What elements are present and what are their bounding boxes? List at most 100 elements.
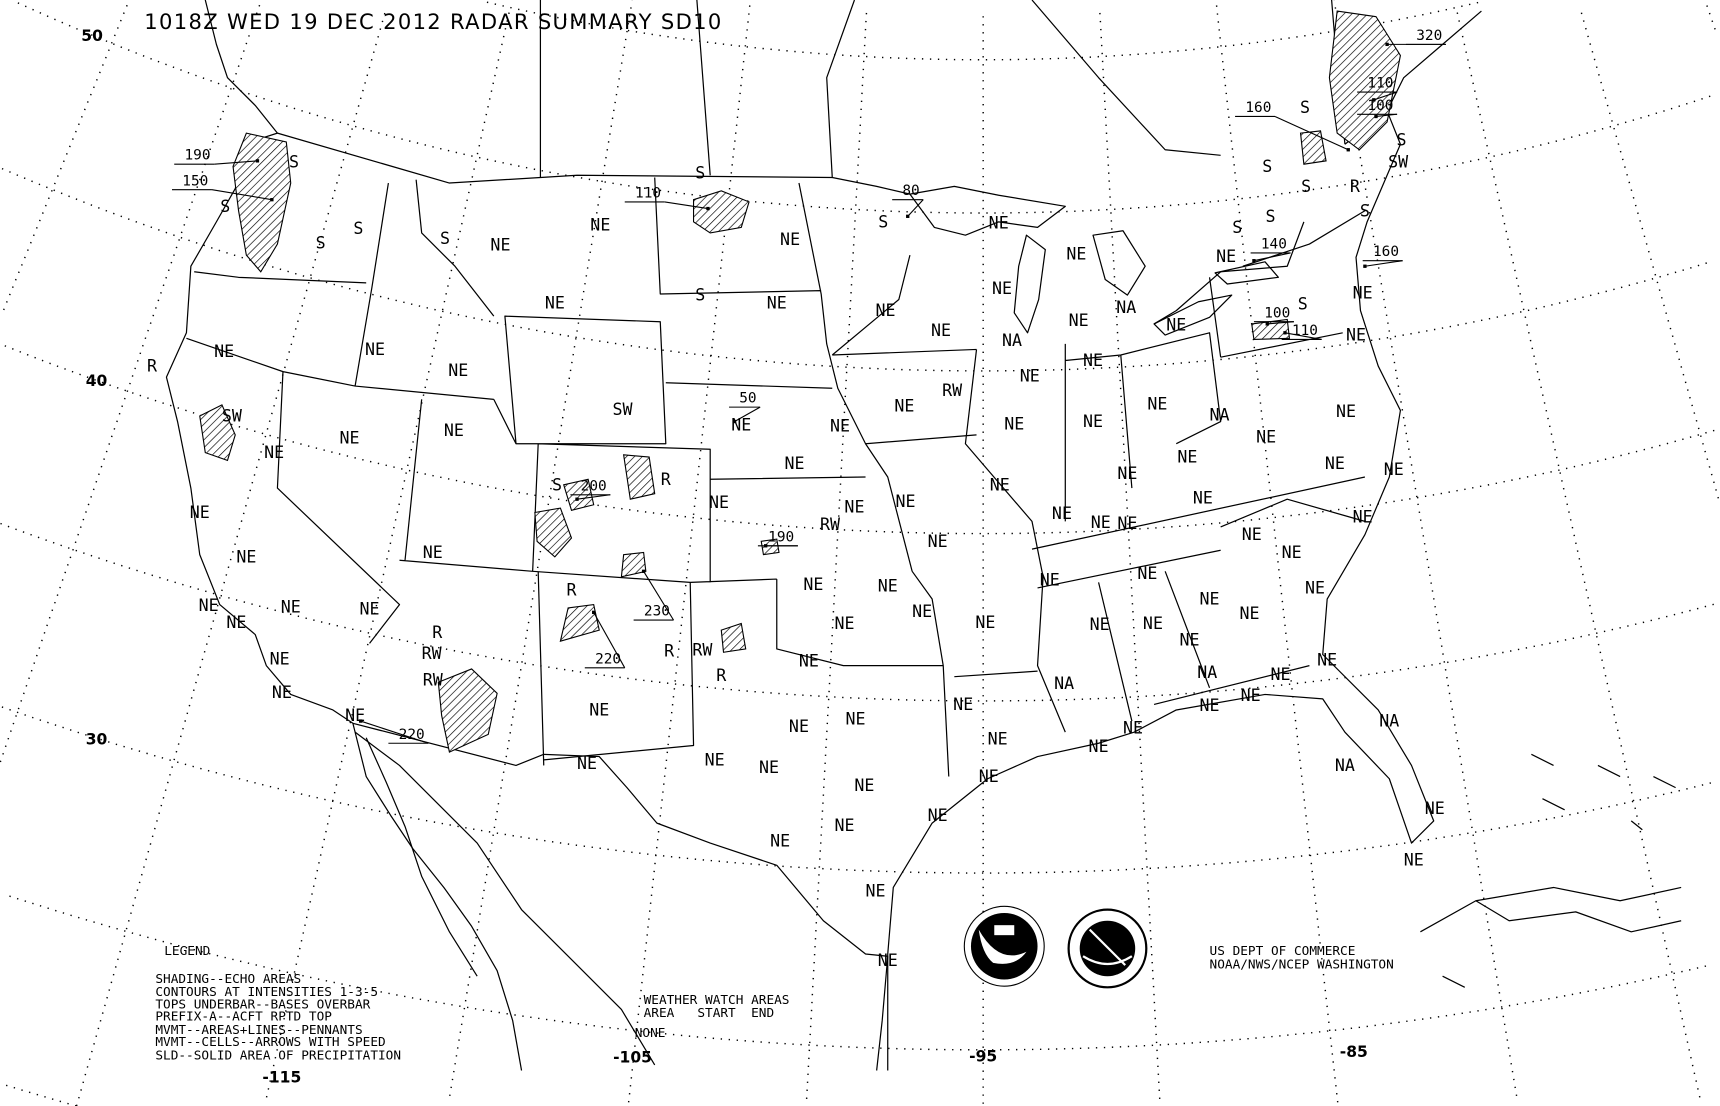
precip-code-ne: NE bbox=[423, 543, 443, 562]
echo-top-label: 100 bbox=[1264, 305, 1290, 321]
lat-label-40: 40 bbox=[86, 372, 108, 390]
precip-code-s: S bbox=[695, 164, 705, 183]
precip-code-s: S bbox=[1301, 177, 1311, 196]
cuba bbox=[1420, 886, 1682, 933]
precip-code-ne: NE bbox=[1216, 247, 1236, 266]
echo-top-leader bbox=[1373, 91, 1398, 101]
echo-top-leader bbox=[1284, 332, 1322, 341]
precip-code-r: R bbox=[147, 357, 158, 376]
precip-code-ne: NE bbox=[878, 576, 898, 595]
canada-coast bbox=[204, 0, 278, 134]
precip-code-ne: NE bbox=[264, 443, 284, 462]
precip-code-ne: NE bbox=[1200, 696, 1220, 715]
legend-line: MVMT--AREAS+LINES--PENNANTS bbox=[155, 1023, 362, 1038]
precip-code-ne: NE bbox=[1083, 412, 1103, 431]
precip-code-s: S bbox=[1397, 130, 1407, 149]
us-mexico-border bbox=[352, 722, 888, 957]
meridian-line bbox=[1215, 1, 1339, 1103]
precip-code-ne: NE bbox=[866, 881, 886, 900]
echo-top-leader bbox=[1364, 260, 1403, 267]
precip-code-ne: NE bbox=[834, 816, 854, 835]
echo-top-leader bbox=[1253, 252, 1291, 262]
precip-code-ne: NE bbox=[1305, 578, 1325, 597]
precip-code-ne: NE bbox=[1090, 615, 1110, 634]
precip-code-ne: NE bbox=[1166, 316, 1186, 335]
lon-label-105: -105 bbox=[613, 1049, 652, 1067]
precip-code-s: S bbox=[1262, 157, 1272, 176]
meridian-line bbox=[449, 0, 633, 1097]
precip-code-ne: NE bbox=[928, 806, 948, 825]
echo-top-label: 190 bbox=[185, 148, 211, 164]
precip-code-r: R bbox=[432, 623, 443, 642]
lon-label-85: -85 bbox=[1340, 1043, 1368, 1061]
echo-top-marker bbox=[732, 419, 737, 424]
geography bbox=[165, 0, 1682, 1071]
precip-code-ne: NE bbox=[1117, 464, 1137, 483]
precip-code-ne: NE bbox=[830, 417, 850, 436]
precip-code-ne: NE bbox=[785, 454, 805, 473]
precip-code-ne: NE bbox=[878, 951, 898, 970]
echo-top-marker bbox=[1374, 114, 1378, 119]
precip-code-ne: NE bbox=[854, 776, 874, 795]
precip-code-ne: NE bbox=[360, 600, 380, 619]
precip-code-r: R bbox=[664, 642, 675, 661]
precip-code-ne: NE bbox=[1117, 514, 1137, 533]
precip-code-s: S bbox=[1232, 218, 1242, 237]
precip-code-ne: NE bbox=[1404, 850, 1424, 869]
echo-top-marker bbox=[358, 719, 363, 723]
echo-top-leader bbox=[211, 189, 272, 201]
precip-code-ne: NE bbox=[988, 729, 1008, 748]
precip-code-ne: NE bbox=[1242, 525, 1262, 544]
precip-code-ne: NE bbox=[1143, 614, 1163, 633]
precip-code-ne: NE bbox=[270, 649, 290, 668]
legend-line: TOPS UNDERBAR--BASES OVERBAR bbox=[155, 997, 370, 1012]
precip-code-ne: NE bbox=[272, 683, 292, 702]
precip-code-ne: NE bbox=[1052, 504, 1072, 523]
precip-code-ne: NE bbox=[979, 767, 999, 786]
meridian-line bbox=[805, 11, 868, 1099]
precip-code-ne: NE bbox=[1239, 604, 1259, 623]
echo-top-marker bbox=[706, 206, 710, 211]
precip-code-ne: NE bbox=[759, 758, 779, 777]
echo-top-marker bbox=[1385, 42, 1389, 47]
precip-code-ne: NE bbox=[931, 321, 951, 340]
echo-top-marker bbox=[1265, 322, 1269, 326]
precip-code-ne: NE bbox=[799, 652, 819, 671]
precip-code-ne: NE bbox=[1040, 571, 1060, 590]
precip-code-ne: NE bbox=[1193, 489, 1213, 508]
precip-code-r: R bbox=[716, 666, 727, 685]
baja-inner-gulf bbox=[365, 737, 478, 977]
legend: LEGEND SHADING--ECHO AREAS CONTOURS AT I… bbox=[155, 944, 401, 1063]
echo-top-marker bbox=[1346, 148, 1350, 152]
precip-code-ne: NE bbox=[1069, 311, 1089, 330]
canada-provinces bbox=[539, 0, 1305, 325]
lat-label-30: 30 bbox=[86, 730, 108, 748]
watch-columns: AREA START END bbox=[644, 1006, 775, 1021]
precip-code-s: S bbox=[316, 233, 326, 252]
precip-code-na: NA bbox=[1379, 712, 1399, 731]
precip-code-r: R bbox=[1350, 177, 1361, 196]
us-canada-border-west bbox=[277, 132, 911, 195]
precip-code-ne: NE bbox=[992, 279, 1012, 298]
echo-top-leader bbox=[1267, 321, 1294, 325]
precip-code-ne: NE bbox=[545, 293, 565, 312]
precip-code-ne: NE bbox=[1384, 460, 1404, 479]
precip-code-s: S bbox=[1300, 98, 1310, 117]
legend-line: SLD--SOLID AREA OF PRECIPITATION bbox=[155, 1048, 401, 1063]
precip-code-s: S bbox=[220, 197, 230, 216]
lon-label-115: -115 bbox=[262, 1069, 301, 1087]
legend-line: SHADING--ECHO AREAS bbox=[155, 972, 301, 987]
precip-code-ne: NE bbox=[490, 236, 510, 255]
precip-code-s: S bbox=[695, 286, 705, 305]
precip-code-sw: SW bbox=[1388, 153, 1409, 172]
echo-top-leader bbox=[1375, 113, 1398, 118]
echo-top-label: 220 bbox=[595, 651, 621, 667]
echo-top-marker bbox=[641, 569, 646, 573]
precip-code-s: S bbox=[353, 219, 363, 238]
precip-code-ne: NE bbox=[1282, 543, 1302, 562]
meridian-line bbox=[627, 1, 751, 1103]
meridian-line bbox=[2, 0, 130, 311]
echo-top-label: 100 bbox=[1367, 98, 1393, 114]
precip-code-ne: NE bbox=[448, 361, 468, 380]
precip-code-ne: NE bbox=[589, 701, 609, 720]
